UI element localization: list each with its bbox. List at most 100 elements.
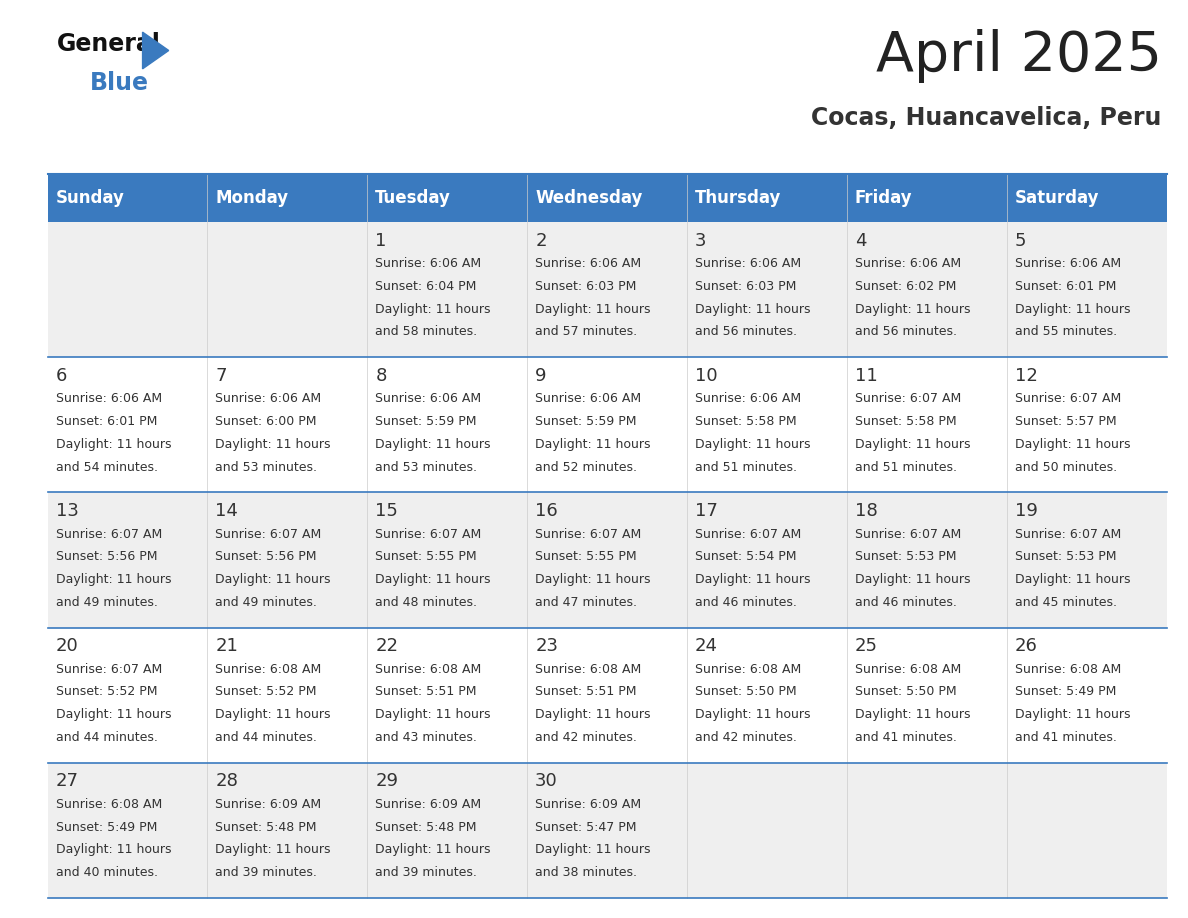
Text: Sunset: 5:56 PM: Sunset: 5:56 PM <box>56 550 157 564</box>
Text: Sunset: 6:02 PM: Sunset: 6:02 PM <box>855 280 956 293</box>
Text: Thursday: Thursday <box>695 189 782 207</box>
Text: Sunset: 5:50 PM: Sunset: 5:50 PM <box>695 686 797 699</box>
Text: Sunrise: 6:06 AM: Sunrise: 6:06 AM <box>535 257 642 270</box>
Text: 11: 11 <box>855 367 878 385</box>
Text: 10: 10 <box>695 367 718 385</box>
Text: and 49 minutes.: and 49 minutes. <box>56 596 157 609</box>
Text: Sunrise: 6:06 AM: Sunrise: 6:06 AM <box>375 257 481 270</box>
Text: April 2025: April 2025 <box>876 29 1162 84</box>
Text: Sunrise: 6:08 AM: Sunrise: 6:08 AM <box>535 663 642 676</box>
Bar <box>48 357 1167 492</box>
Text: Sunset: 5:53 PM: Sunset: 5:53 PM <box>1015 550 1117 564</box>
Text: Sunrise: 6:07 AM: Sunrise: 6:07 AM <box>375 528 481 541</box>
Text: Sunrise: 6:06 AM: Sunrise: 6:06 AM <box>695 257 801 270</box>
Text: Sunset: 6:03 PM: Sunset: 6:03 PM <box>695 280 796 293</box>
Bar <box>527 174 687 222</box>
Text: Sunset: 6:01 PM: Sunset: 6:01 PM <box>1015 280 1116 293</box>
Text: Sunset: 6:04 PM: Sunset: 6:04 PM <box>375 280 476 293</box>
Text: Sunrise: 6:07 AM: Sunrise: 6:07 AM <box>1015 392 1121 406</box>
Text: Sunset: 5:59 PM: Sunset: 5:59 PM <box>375 415 476 428</box>
Text: Daylight: 11 hours: Daylight: 11 hours <box>855 573 971 586</box>
Text: Sunrise: 6:07 AM: Sunrise: 6:07 AM <box>855 528 961 541</box>
Text: 2: 2 <box>535 231 546 250</box>
Text: Daylight: 11 hours: Daylight: 11 hours <box>375 573 491 586</box>
Text: Daylight: 11 hours: Daylight: 11 hours <box>215 708 331 721</box>
Text: and 41 minutes.: and 41 minutes. <box>1015 731 1117 744</box>
Bar <box>687 174 847 222</box>
Text: Daylight: 11 hours: Daylight: 11 hours <box>855 438 971 451</box>
Text: 18: 18 <box>855 502 878 520</box>
Text: Daylight: 11 hours: Daylight: 11 hours <box>56 844 171 856</box>
Text: Wednesday: Wednesday <box>535 189 643 207</box>
Text: Daylight: 11 hours: Daylight: 11 hours <box>1015 438 1130 451</box>
Bar <box>208 174 367 222</box>
Text: and 44 minutes.: and 44 minutes. <box>215 731 317 744</box>
Text: 16: 16 <box>535 502 558 520</box>
Text: Sunset: 5:58 PM: Sunset: 5:58 PM <box>855 415 956 428</box>
Text: and 39 minutes.: and 39 minutes. <box>215 866 317 879</box>
Text: Sunset: 5:47 PM: Sunset: 5:47 PM <box>535 821 637 834</box>
Text: Daylight: 11 hours: Daylight: 11 hours <box>56 708 171 721</box>
Text: 12: 12 <box>1015 367 1037 385</box>
Text: Sunrise: 6:09 AM: Sunrise: 6:09 AM <box>375 798 481 811</box>
Text: Sunset: 6:01 PM: Sunset: 6:01 PM <box>56 415 157 428</box>
Text: Sunrise: 6:08 AM: Sunrise: 6:08 AM <box>375 663 481 676</box>
Text: Sunset: 5:51 PM: Sunset: 5:51 PM <box>375 686 476 699</box>
Text: General: General <box>57 32 160 56</box>
Text: and 39 minutes.: and 39 minutes. <box>375 866 478 879</box>
Text: Daylight: 11 hours: Daylight: 11 hours <box>535 438 651 451</box>
Text: 23: 23 <box>535 637 558 655</box>
Text: Daylight: 11 hours: Daylight: 11 hours <box>215 438 331 451</box>
Text: Sunset: 5:49 PM: Sunset: 5:49 PM <box>1015 686 1116 699</box>
Text: Sunrise: 6:06 AM: Sunrise: 6:06 AM <box>695 392 801 406</box>
Text: 6: 6 <box>56 367 67 385</box>
Bar <box>48 763 1167 898</box>
Text: Sunset: 5:59 PM: Sunset: 5:59 PM <box>535 415 637 428</box>
Bar <box>847 174 1006 222</box>
Polygon shape <box>143 32 169 69</box>
Text: Sunrise: 6:07 AM: Sunrise: 6:07 AM <box>855 392 961 406</box>
Text: Sunset: 5:52 PM: Sunset: 5:52 PM <box>215 686 317 699</box>
Text: Sunset: 5:58 PM: Sunset: 5:58 PM <box>695 415 797 428</box>
Text: Sunset: 5:48 PM: Sunset: 5:48 PM <box>215 821 317 834</box>
Text: Sunset: 5:57 PM: Sunset: 5:57 PM <box>1015 415 1117 428</box>
Text: and 56 minutes.: and 56 minutes. <box>695 325 797 339</box>
Text: Sunset: 5:51 PM: Sunset: 5:51 PM <box>535 686 637 699</box>
Text: and 53 minutes.: and 53 minutes. <box>215 461 317 474</box>
Text: Daylight: 11 hours: Daylight: 11 hours <box>535 708 651 721</box>
Text: 24: 24 <box>695 637 718 655</box>
Text: Daylight: 11 hours: Daylight: 11 hours <box>375 438 491 451</box>
Text: Sunset: 5:53 PM: Sunset: 5:53 PM <box>855 550 956 564</box>
Text: Sunrise: 6:06 AM: Sunrise: 6:06 AM <box>56 392 162 406</box>
Text: and 50 minutes.: and 50 minutes. <box>1015 461 1117 474</box>
Text: Daylight: 11 hours: Daylight: 11 hours <box>1015 303 1130 316</box>
Text: Friday: Friday <box>855 189 912 207</box>
Text: Daylight: 11 hours: Daylight: 11 hours <box>535 303 651 316</box>
Text: and 57 minutes.: and 57 minutes. <box>535 325 637 339</box>
Text: Sunset: 6:03 PM: Sunset: 6:03 PM <box>535 280 637 293</box>
Text: Sunset: 5:55 PM: Sunset: 5:55 PM <box>375 550 476 564</box>
Text: Sunrise: 6:06 AM: Sunrise: 6:06 AM <box>215 392 322 406</box>
Text: and 46 minutes.: and 46 minutes. <box>695 596 797 609</box>
Text: Cocas, Huancavelica, Peru: Cocas, Huancavelica, Peru <box>811 106 1162 129</box>
Text: Daylight: 11 hours: Daylight: 11 hours <box>56 573 171 586</box>
Text: Sunset: 5:52 PM: Sunset: 5:52 PM <box>56 686 157 699</box>
Text: Sunrise: 6:09 AM: Sunrise: 6:09 AM <box>215 798 322 811</box>
Text: 1: 1 <box>375 231 386 250</box>
Text: Daylight: 11 hours: Daylight: 11 hours <box>695 573 810 586</box>
Text: and 46 minutes.: and 46 minutes. <box>855 596 956 609</box>
Text: Daylight: 11 hours: Daylight: 11 hours <box>375 708 491 721</box>
Bar <box>48 628 1167 763</box>
Text: Daylight: 11 hours: Daylight: 11 hours <box>1015 708 1130 721</box>
Text: Sunrise: 6:08 AM: Sunrise: 6:08 AM <box>56 798 162 811</box>
Text: and 47 minutes.: and 47 minutes. <box>535 596 637 609</box>
Text: Sunday: Sunday <box>56 189 125 207</box>
Text: Tuesday: Tuesday <box>375 189 451 207</box>
Text: Blue: Blue <box>90 71 150 95</box>
Text: 21: 21 <box>215 637 239 655</box>
Text: Sunrise: 6:07 AM: Sunrise: 6:07 AM <box>695 528 801 541</box>
Text: Sunrise: 6:07 AM: Sunrise: 6:07 AM <box>215 528 322 541</box>
Text: 17: 17 <box>695 502 718 520</box>
Text: Sunrise: 6:08 AM: Sunrise: 6:08 AM <box>695 663 801 676</box>
Text: and 42 minutes.: and 42 minutes. <box>535 731 637 744</box>
